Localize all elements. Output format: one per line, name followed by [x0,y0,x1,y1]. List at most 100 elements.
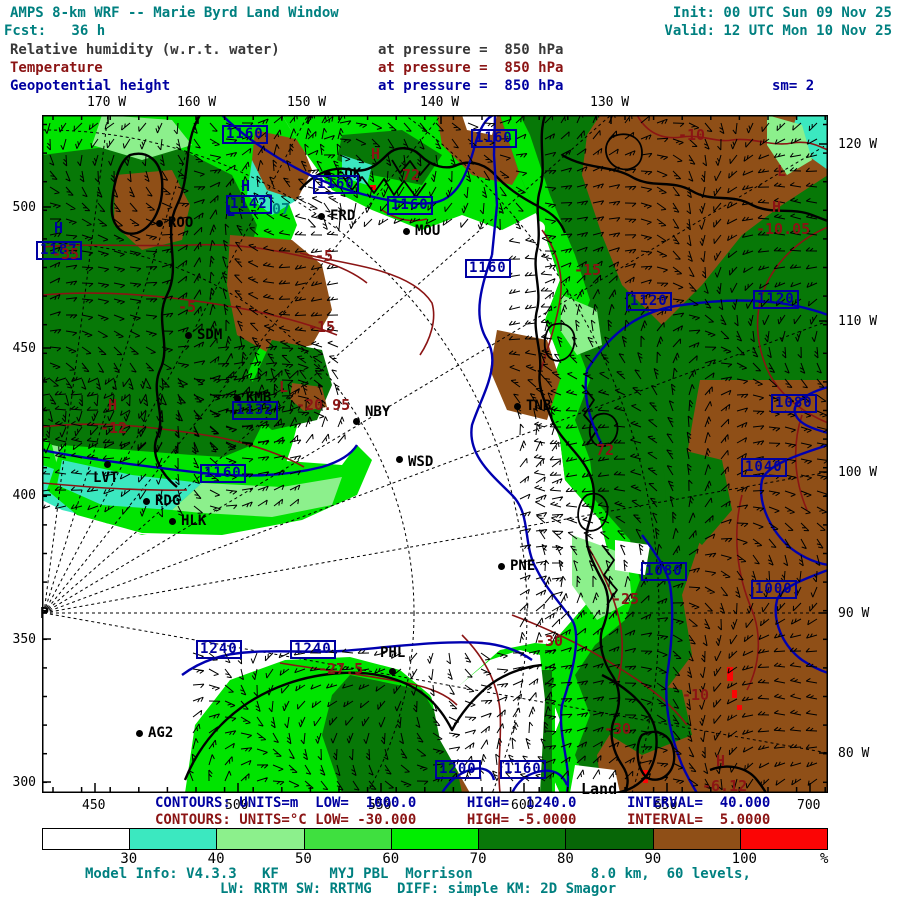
init-time: Init: 00 UTC Sun 09 Nov 25 [672,5,892,21]
height-contour-label: 1040 [741,458,787,477]
colorbar-tick-label: 70 [469,851,487,867]
temperature-label: -5 [315,247,334,265]
station-dot [104,461,111,468]
height-contour-label: 1120 [626,292,672,311]
temperature-label: -10 [678,126,706,144]
field-1-name: Relative humidity (w.r.t. water) [10,42,280,58]
station-label: FRD [330,208,356,224]
marker-letter: L [226,202,236,220]
chart-title: AMPS 8-km WRF -- Marie Byrd Land Window [10,5,339,21]
height-contour-label: 1240 [290,640,336,659]
axis-label-left: 300 [12,775,36,790]
field-3-name: Geopotential height [10,78,171,94]
marker-letter: H [54,219,64,237]
colorbar-tick-label: 60 [382,851,400,867]
station-dot [234,395,241,402]
axis-label-right: 80 W [838,746,870,761]
height-contour-label: 1160 [222,125,268,144]
axis-label-top: 150 W [287,95,327,110]
model-info-line1: Model Info: V4.3.3 KF MYJ PBL Morrison 8… [85,866,751,882]
temperature-label: L [279,378,289,396]
axis-label-left: 400 [12,488,36,503]
station-dot [403,228,410,235]
colorbar-tick-label: 90 [644,851,662,867]
field-2-name: Temperature [10,60,103,76]
colorbar-segment [565,829,653,849]
temperature-label: -25 [612,590,640,608]
temperature-label: -10.05 [756,220,811,238]
marker-letter: Land [581,780,618,798]
axis-label-left: 350 [12,632,36,647]
station-label: ROO [168,215,194,231]
height-contour-label: 1120 [753,290,799,309]
height-contour-label: 1080 [641,562,687,581]
station-label: FOK [336,166,362,182]
marker-letter: H [241,177,251,195]
station-dot [136,730,143,737]
valid-time: Valid: 12 UTC Mon 10 Nov 25 [664,23,892,39]
temperature-label: -27.5 [318,660,364,678]
station-dot [324,171,331,178]
station-dot [498,563,505,570]
station-dot [156,220,163,227]
height-contour-label: 1160 [387,196,433,215]
field-3-level: at pressure = 850 hPa [378,78,564,94]
axis-label-bottom: 600 [511,798,535,813]
temperature-label: H [108,396,118,414]
axis-label-right: 110 W [838,314,878,329]
forecast-hour: Fcst: 36 h [4,23,106,39]
axis-label-bottom: 700 [797,798,821,813]
colorbar-segment [478,829,566,849]
height-contour-label: 1000 [751,580,797,599]
temperature-label: -30 [536,632,564,650]
model-info-line2: LW: RRTM SW: RRTMG DIFF: simple KM: 2D S… [220,881,617,897]
axis-label-left: 500 [12,200,36,215]
station-dot [514,403,521,410]
colorbar-segment [303,829,391,849]
temperature-label: H [772,198,782,216]
colorbar-tick-label: 50 [295,851,312,867]
rh-fill-layer [42,115,828,793]
height-contour-label: 1160 [500,760,546,779]
axis-label-bottom: 650 [654,798,678,813]
station-dot [353,418,360,425]
temperature-label: L [777,162,787,180]
height-contour-layer [41,113,829,794]
axis-label-top: 130 W [590,95,630,110]
station-dot [169,518,176,525]
height-contour-label: 1187 [36,241,82,260]
station-label: SDM [197,327,223,343]
colorbar-segment [739,829,827,849]
station-label: NBY [365,404,391,420]
map-plot-area [0,0,829,900]
temperature-label: -15 [308,318,336,336]
temperature-label: -30 [604,720,632,738]
height-contour-label: 1240 [196,640,242,659]
temperature-label: -35 [52,245,80,263]
smoothing-value: sm= 2 [772,78,815,94]
height-contour-legend: CONTOURS: UNITS=m LOW= 1000.0 HIGH= 1240… [155,795,771,811]
station-label: PNE [510,558,536,574]
temperature-label: -6.12 [702,777,748,795]
station-label: WSD [408,454,434,470]
height-contour-label: 1160 [471,129,517,148]
station-dot [143,498,150,505]
axis-label-right: 100 W [838,465,878,480]
colorbar-tick-label: 30 [120,851,138,867]
height-contour-label: 1142 [226,195,272,214]
height-contour-label: 1132 [232,401,278,420]
axis-label-bottom: 450 [82,798,106,813]
station-dot [389,668,396,675]
station-label: RDG [155,493,181,509]
axis-label-top: 160 W [177,95,217,110]
marker-letter: P [40,604,50,622]
wind-barb-layer [38,112,829,791]
temperature-label: -5 [178,298,197,316]
height-contour-label: 1160 [313,175,359,194]
colorbar-tick-label: 100 [731,851,757,867]
temperature-label: -15 [574,261,602,279]
colorbar-segment [652,829,740,849]
colorbar-segment [390,829,479,849]
colorbar-tick-label: 40 [207,851,225,867]
temperature-label: 72 [596,441,615,459]
